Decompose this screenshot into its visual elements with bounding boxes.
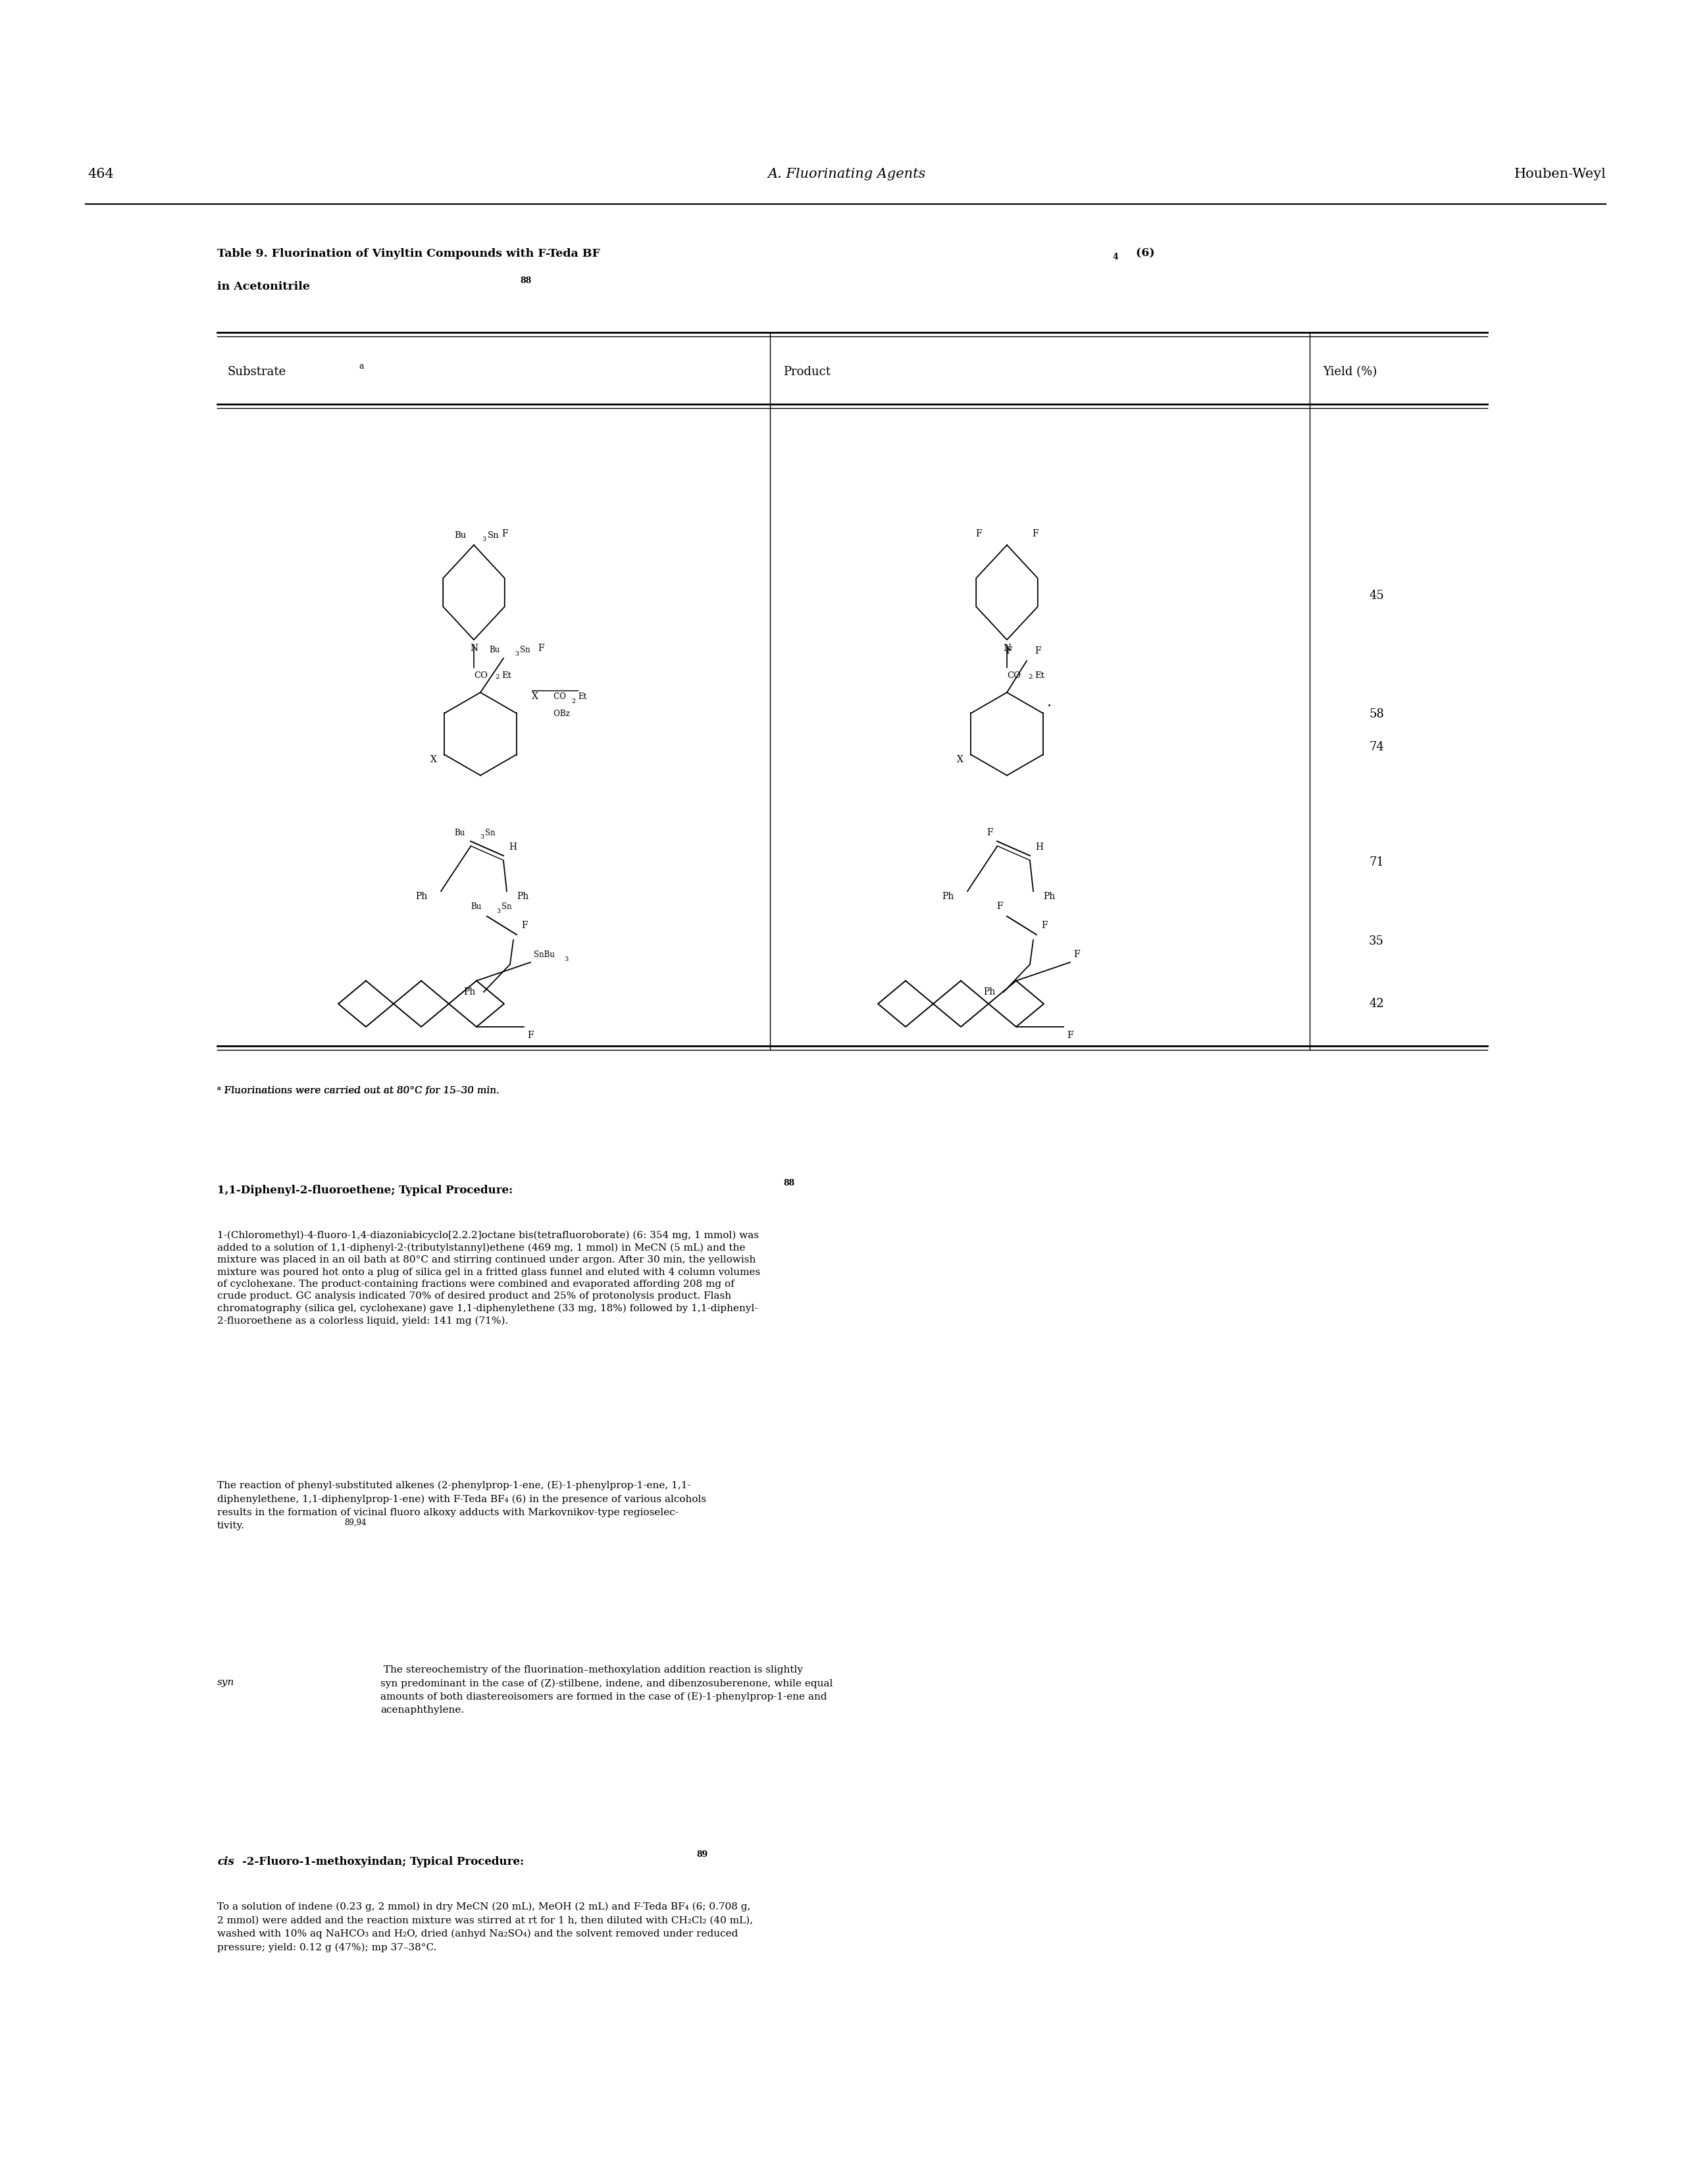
Text: N: N (469, 644, 478, 653)
Text: Table 9. Fluorination of Vinyltin Compounds with F-Teda BF: Table 9. Fluorination of Vinyltin Compou… (217, 247, 600, 260)
Text: mixture was poured hot onto a plug of silica gel in a fritted glass funnel and e: mixture was poured hot onto a plug of si… (217, 1267, 761, 1278)
Text: 3: 3 (496, 909, 500, 915)
Text: chromatography (silica gel, cyclohexane) gave 1,1-diphenylethene (33 mg, 18%) fo: chromatography (silica gel, cyclohexane)… (217, 1304, 757, 1313)
Text: 71: 71 (1369, 856, 1384, 869)
Text: Et: Et (1035, 670, 1045, 679)
Text: SnBu: SnBu (534, 950, 554, 959)
Text: 2: 2 (495, 675, 500, 679)
Text: CO: CO (474, 670, 488, 679)
Text: Bu: Bu (471, 902, 481, 911)
Text: CO: CO (1006, 670, 1021, 679)
Text: Bu: Bu (454, 531, 466, 539)
Text: 89,94: 89,94 (344, 1518, 366, 1527)
Text: Product: Product (783, 367, 830, 378)
Text: cis: cis (217, 1856, 234, 1867)
Text: To a solution of indene (0.23 g, 2 mmol) in dry MeCN (20 mL), MeOH (2 mL) and F-: To a solution of indene (0.23 g, 2 mmol)… (217, 1902, 752, 1952)
Text: ᵃ Fluorinations were carried out at 80°C for 15–30 min.: ᵃ Fluorinations were carried out at 80°C… (217, 1085, 500, 1096)
Text: -2-Fluoro-1-methoxyindan; Typical Procedure:: -2-Fluoro-1-methoxyindan; Typical Proced… (242, 1856, 523, 1867)
Text: 42: 42 (1369, 998, 1384, 1009)
Text: Sn: Sn (484, 828, 495, 836)
Text: F: F (988, 828, 993, 836)
Text: X: X (430, 756, 437, 764)
Text: 1,1-Diphenyl-2-fluoroethene; Typical Procedure:: 1,1-Diphenyl-2-fluoroethene; Typical Pro… (217, 1184, 513, 1197)
Text: 74: 74 (1369, 740, 1384, 753)
Text: Ph: Ph (517, 891, 529, 902)
Text: F: F (1067, 1031, 1072, 1040)
Text: 58: 58 (1369, 708, 1384, 721)
Text: The stereochemistry of the fluorination–methoxylation addition reaction is sligh: The stereochemistry of the fluorination–… (381, 1666, 833, 1714)
Text: added to a solution of 1,1-diphenyl-2-(tributylstannyl)ethene (469 mg, 1 mmol) i: added to a solution of 1,1-diphenyl-2-(t… (217, 1243, 745, 1254)
Text: CO: CO (545, 692, 566, 701)
Text: 88: 88 (520, 275, 532, 284)
Text: X: X (532, 692, 539, 701)
Text: 45: 45 (1369, 590, 1384, 601)
Text: F: F (1032, 529, 1038, 539)
Text: 2: 2 (571, 699, 576, 703)
Text: H: H (1035, 843, 1044, 852)
Text: Ph: Ph (942, 891, 954, 902)
Text: Ph: Ph (1044, 891, 1055, 902)
Text: of cyclohexane. The product-containing fractions were combined and evaporated af: of cyclohexane. The product-containing f… (217, 1280, 734, 1289)
Text: Substrate: Substrate (227, 367, 286, 378)
Text: F: F (522, 922, 527, 930)
Text: The reaction of phenyl-substituted alkenes (2-phenylprop-1-ene, (E)-1-phenylprop: The reaction of phenyl-substituted alken… (217, 1481, 706, 1531)
Text: 1-(Chloromethyl)-4-fluoro-1,4-diazoniabicyclo[2.2.2]octane bis(tetrafluoroborate: 1-(Chloromethyl)-4-fluoro-1,4-diazoniabi… (217, 1232, 759, 1241)
Text: H: H (508, 843, 517, 852)
Text: Sn: Sn (520, 646, 530, 655)
Text: 88: 88 (783, 1179, 794, 1188)
Text: F: F (976, 529, 983, 539)
Text: 2: 2 (1028, 675, 1032, 679)
Text: mixture was placed in an oil bath at 80°C and stirring continued under argon. Af: mixture was placed in an oil bath at 80°… (217, 1256, 756, 1265)
Text: Sn: Sn (501, 902, 512, 911)
Text: N: N (1003, 644, 1011, 653)
Text: 3: 3 (564, 957, 567, 963)
Text: Et: Et (578, 692, 586, 701)
Text: in Acetonitrile: in Acetonitrile (217, 282, 310, 293)
Text: F: F (1074, 950, 1079, 959)
Text: Ph: Ph (984, 987, 996, 996)
Text: Ph: Ph (415, 891, 429, 902)
Text: Yield (%): Yield (%) (1323, 367, 1377, 378)
Text: ·: · (1047, 701, 1052, 714)
Text: F: F (501, 529, 508, 539)
Text: F: F (1035, 646, 1040, 655)
Text: F: F (1042, 922, 1047, 930)
Text: F: F (996, 902, 1003, 911)
Text: Ph: Ph (464, 987, 476, 996)
Text: crude product. GC analysis indicated 70% of desired product and 25% of protonoly: crude product. GC analysis indicated 70%… (217, 1291, 732, 1302)
Text: 89: 89 (696, 1850, 708, 1859)
Text: X: X (957, 756, 964, 764)
Text: 3: 3 (479, 834, 484, 841)
Text: Houben-Weyl: Houben-Weyl (1514, 168, 1606, 181)
Text: Sn: Sn (488, 531, 500, 539)
Text: (6): (6) (1132, 247, 1155, 260)
Text: 35: 35 (1369, 935, 1384, 948)
Text: 2-fluoroethene as a colorless liquid, yield: 141 mg (71%).: 2-fluoroethene as a colorless liquid, yi… (217, 1317, 508, 1326)
Text: 3: 3 (481, 537, 486, 542)
Text: F: F (527, 1031, 534, 1040)
Text: a: a (359, 363, 364, 371)
Text: A. Fluorinating Agents: A. Fluorinating Agents (767, 168, 927, 181)
Text: Bu: Bu (490, 646, 500, 655)
Text: F: F (1006, 646, 1013, 655)
Text: 464: 464 (88, 168, 113, 181)
Text: syn: syn (217, 1677, 234, 1686)
Text: OBz: OBz (545, 710, 569, 719)
Text: F: F (537, 644, 544, 653)
Text: Et: Et (501, 670, 512, 679)
Text: 3: 3 (515, 651, 518, 657)
Text: ᵃ Fluorinations were carried out at 80°C for 15–30 min.: ᵃ Fluorinations were carried out at 80°C… (217, 1085, 500, 1096)
Text: 4: 4 (1113, 253, 1118, 262)
Text: Bu: Bu (454, 828, 466, 836)
